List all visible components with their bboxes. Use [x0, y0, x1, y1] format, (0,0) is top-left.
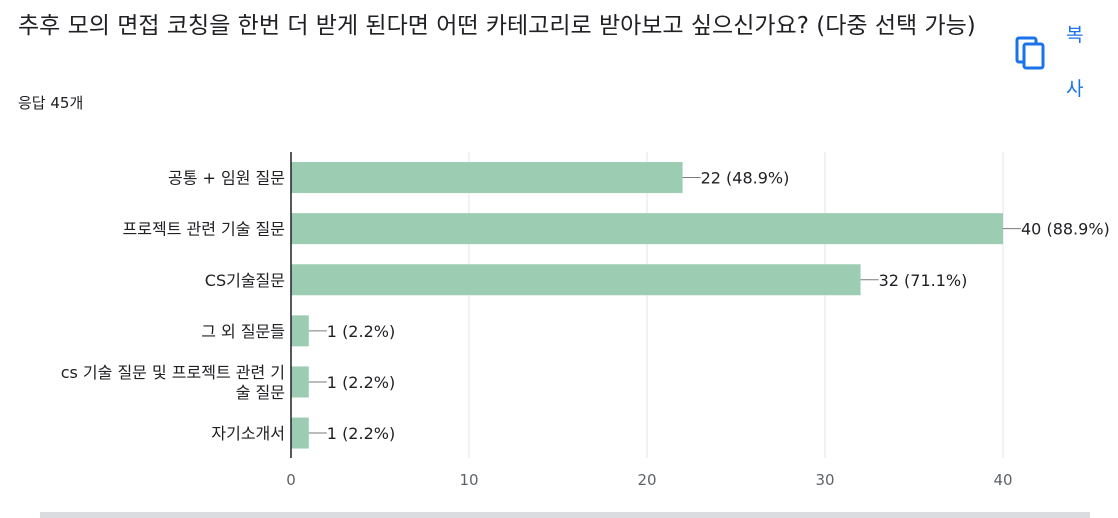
response-count: 응답 45개	[18, 94, 84, 112]
category-label: 공통 + 임원 질문	[168, 169, 285, 188]
category-label: 술 질문	[236, 383, 285, 402]
category-label: CS기술질문	[205, 271, 285, 290]
bar[interactable]	[291, 162, 683, 194]
data-label: 1 (2.2%)	[327, 373, 395, 392]
x-tick-label: 0	[286, 471, 296, 489]
category-label: cs 기술 질문 및 프로젝트 관련 기	[61, 363, 285, 382]
bottom-scrollbar[interactable]	[40, 512, 1090, 518]
data-label: 22 (48.9%)	[701, 169, 790, 188]
category-label: 그 외 질문들	[201, 322, 285, 341]
x-tick-label: 20	[637, 471, 656, 489]
data-label: 1 (2.2%)	[327, 424, 395, 443]
bar[interactable]	[291, 315, 309, 347]
x-tick-label: 40	[993, 471, 1012, 489]
bar[interactable]	[291, 213, 1003, 245]
question-title: 추후 모의 면접 코칭을 한번 더 받게 된다면 어떤 카테고리로 받아보고 싶…	[18, 13, 976, 39]
data-label: 32 (71.1%)	[879, 271, 968, 290]
copy-label: 복사	[1066, 24, 1084, 100]
copy-icon	[1015, 36, 1045, 70]
category-label: 자기소개서	[211, 424, 285, 443]
bar[interactable]	[291, 366, 309, 398]
copy-button[interactable]: 복사	[1010, 6, 1110, 100]
x-tick-label: 30	[815, 471, 834, 489]
category-label: 프로젝트 관련 기술 질문	[123, 220, 285, 239]
data-label: 1 (2.2%)	[327, 322, 395, 341]
x-tick-label: 10	[459, 471, 478, 489]
bar[interactable]	[291, 417, 309, 449]
bar[interactable]	[291, 264, 861, 296]
data-label: 40 (88.9%)	[1021, 220, 1110, 239]
